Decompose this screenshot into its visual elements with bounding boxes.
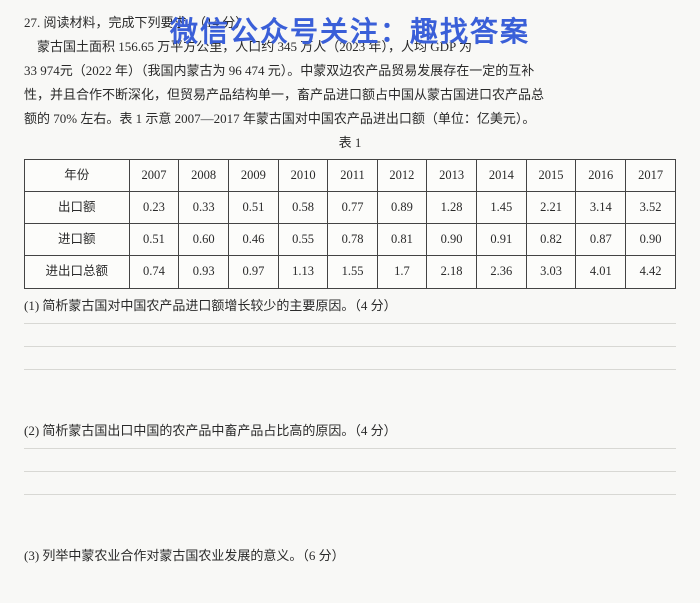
table-header-row: 年份 2007 2008 2009 2010 2011 2012 2013 20… — [25, 159, 676, 191]
data-cell: 3.14 — [576, 191, 626, 223]
data-cell: 0.82 — [526, 224, 576, 256]
rule-line — [24, 494, 676, 495]
data-cell: 0.93 — [179, 256, 229, 288]
data-cell: 0.55 — [278, 224, 328, 256]
data-cell: 0.46 — [229, 224, 279, 256]
col-header-year: 年份 — [25, 159, 130, 191]
data-cell: 0.77 — [328, 191, 377, 223]
table-row: 进口额 0.51 0.60 0.46 0.55 0.78 0.81 0.90 0… — [25, 224, 676, 256]
data-cell: 3.03 — [526, 256, 576, 288]
intro-line-3: 性，并且合作不断深化，但贸易产品结构单一，畜产品进口额占中国从蒙古国进口农产品总 — [24, 84, 676, 106]
row-label: 进口额 — [25, 224, 130, 256]
year-cell: 2009 — [229, 159, 279, 191]
data-cell: 0.58 — [278, 191, 328, 223]
rule-line — [24, 323, 676, 324]
row-label: 进出口总额 — [25, 256, 130, 288]
year-cell: 2016 — [576, 159, 626, 191]
table-row: 出口额 0.23 0.33 0.51 0.58 0.77 0.89 1.28 1… — [25, 191, 676, 223]
data-cell: 0.51 — [129, 224, 179, 256]
intro-line-2: 33 974元（2022 年）（我国内蒙古为 96 474 元）。中蒙双边农产品… — [24, 60, 676, 82]
data-cell: 0.90 — [427, 224, 477, 256]
table-caption: 表 1 — [24, 132, 676, 154]
data-cell: 3.52 — [626, 191, 676, 223]
data-cell: 0.33 — [179, 191, 229, 223]
year-cell: 2015 — [526, 159, 576, 191]
data-cell: 2.18 — [427, 256, 477, 288]
data-cell: 1.45 — [476, 191, 526, 223]
rule-line — [24, 471, 676, 472]
data-cell: 4.42 — [626, 256, 676, 288]
rule-line — [24, 346, 676, 347]
year-cell: 2010 — [278, 159, 328, 191]
table-row: 进出口总额 0.74 0.93 0.97 1.13 1.55 1.7 2.18 … — [25, 256, 676, 288]
question-header: 27. 阅读材料，完成下列要求。（14 分） — [24, 12, 676, 34]
sub-question-2: (2) 简析蒙古国出口中国的农产品中畜产品占比高的原因。（4 分） — [24, 420, 676, 442]
data-cell: 0.89 — [377, 191, 427, 223]
intro-line-1: 蒙古国土面积 156.65 万平方公里，人口约 345 万人（2023 年），人… — [24, 36, 676, 58]
data-cell: 1.13 — [278, 256, 328, 288]
data-cell: 0.97 — [229, 256, 279, 288]
rule-line — [24, 448, 676, 449]
year-cell: 2017 — [626, 159, 676, 191]
year-cell: 2012 — [377, 159, 427, 191]
row-label: 出口额 — [25, 191, 130, 223]
year-cell: 2008 — [179, 159, 229, 191]
year-cell: 2013 — [427, 159, 477, 191]
data-cell: 0.90 — [626, 224, 676, 256]
data-cell: 0.91 — [476, 224, 526, 256]
data-cell: 1.28 — [427, 191, 477, 223]
year-cell: 2007 — [129, 159, 179, 191]
data-cell: 0.87 — [576, 224, 626, 256]
rule-line — [24, 369, 676, 370]
answer-space-1 — [24, 346, 676, 416]
data-cell: 0.51 — [229, 191, 279, 223]
data-cell: 0.78 — [328, 224, 377, 256]
data-cell: 2.21 — [526, 191, 576, 223]
data-cell: 4.01 — [576, 256, 626, 288]
sub-question-3: (3) 列举中蒙农业合作对蒙古国农业发展的意义。（6 分） — [24, 545, 676, 567]
data-cell: 0.81 — [377, 224, 427, 256]
data-cell: 0.74 — [129, 256, 179, 288]
intro-line-4: 额的 70% 左右。表 1 示意 2007—2017 年蒙古国对中国农产品进出口… — [24, 108, 676, 130]
answer-space-2 — [24, 471, 676, 541]
sub-question-1: (1) 简析蒙古国对中国农产品进口额增长较少的主要原因。（4 分） — [24, 295, 676, 317]
year-cell: 2011 — [328, 159, 377, 191]
data-cell: 1.55 — [328, 256, 377, 288]
data-cell: 0.60 — [179, 224, 229, 256]
data-cell: 0.23 — [129, 191, 179, 223]
data-cell: 1.7 — [377, 256, 427, 288]
data-cell: 2.36 — [476, 256, 526, 288]
data-table: 年份 2007 2008 2009 2010 2011 2012 2013 20… — [24, 159, 676, 289]
year-cell: 2014 — [476, 159, 526, 191]
